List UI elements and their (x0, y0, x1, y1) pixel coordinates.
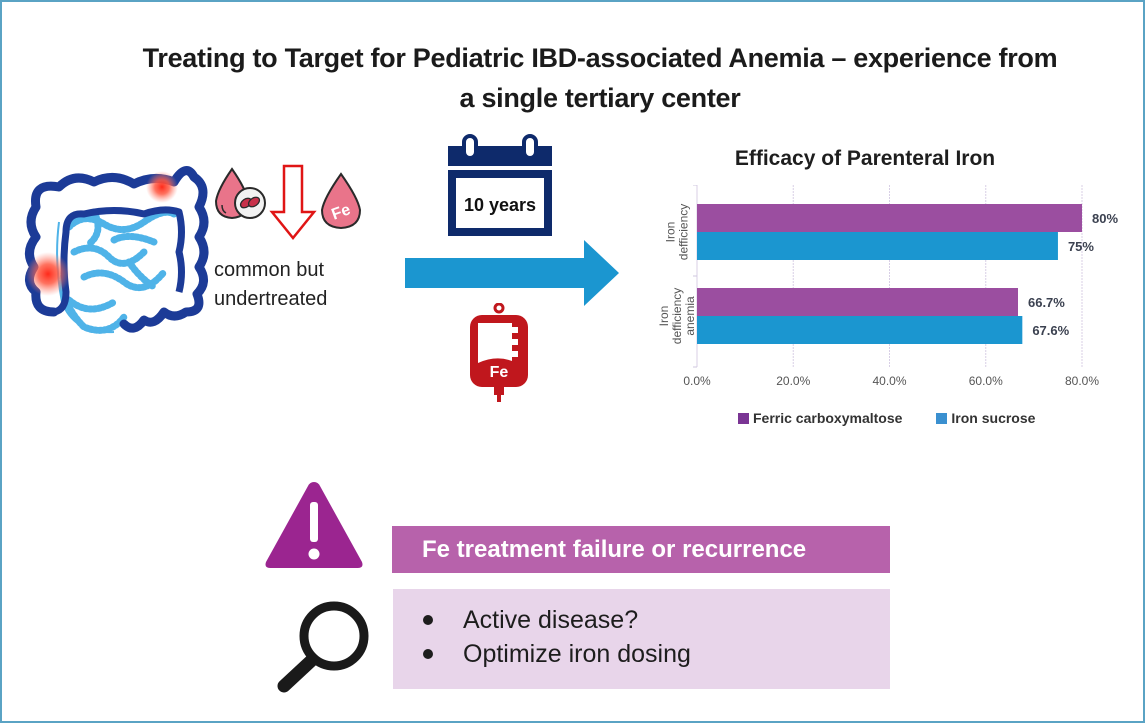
category-label-line: defficiency (677, 204, 691, 260)
checklist-item: Optimize iron dosing (423, 637, 890, 671)
data-label: 80% (1092, 211, 1118, 226)
category-label-line: anemia (683, 296, 697, 336)
title-line-2: a single tertiary center (459, 83, 741, 113)
legend-label-sucrose: Iron sucrose (951, 410, 1036, 426)
x-tick-label: 20.0% (776, 374, 810, 388)
category-label-line: defficiency (670, 288, 684, 344)
legend-item-sucrose: Iron sucrose (936, 410, 1035, 426)
legend-item-fcm: Ferric carboxymaltose (738, 410, 902, 426)
category-label-line: Iron (664, 222, 678, 243)
legend-label-fcm: Ferric carboxymaltose (753, 410, 903, 426)
chart-title: Efficacy of Parenteral Iron (734, 147, 996, 170)
data-label: 66.7% (1028, 295, 1065, 310)
bar-fcm (697, 288, 1018, 316)
legend-swatch-sucrose (936, 412, 948, 424)
caption-line-1: common but (214, 259, 325, 281)
data-label: 75% (1068, 239, 1094, 254)
bullet-icon (423, 649, 433, 659)
magnifier-icon (277, 601, 369, 693)
x-tick-label: 60.0% (969, 374, 1003, 388)
category-label-line: Iron (657, 306, 671, 327)
bar-sucrose (697, 316, 1023, 344)
warning-icon (265, 482, 363, 568)
data-label: 67.6% (1032, 323, 1069, 338)
checklist-box: Active disease? Optimize iron dosing (393, 589, 890, 689)
caption-line-2: undertreated (214, 288, 328, 310)
intestine-inflammation-icon (25, 166, 209, 334)
flow-arrow-icon (405, 240, 619, 306)
down-arrow-icon (269, 164, 317, 240)
page-title: Treating to Target for Pediatric IBD-ass… (60, 38, 1140, 118)
iron-drop-label: Fe (329, 201, 352, 223)
iron-drop-icon: Fe (320, 172, 362, 230)
chart-legend: Ferric carboxymaltose Iron sucrose (738, 410, 1035, 426)
category-label: Iron defficiency (664, 204, 691, 260)
x-tick-label: 40.0% (872, 374, 906, 388)
iv-bag-label: Fe (490, 364, 509, 381)
bar-sucrose (697, 232, 1058, 260)
caption: common but undertreated (214, 256, 327, 314)
x-tick-label: 80.0% (1065, 374, 1099, 388)
checklist-item-text: Active disease? (463, 606, 639, 634)
title-line-1: Treating to Target for Pediatric IBD-ass… (142, 43, 1058, 73)
checklist-item: Active disease? (423, 603, 890, 637)
checklist-item-text: Optimize iron dosing (463, 640, 691, 668)
warning-banner: Fe treatment failure or recurrence (392, 526, 890, 573)
category-label: Iron defficiency anemia (657, 288, 697, 344)
iv-bag-icon: Fe (470, 303, 528, 402)
bar-fcm (697, 204, 1082, 232)
calendar-icon: 10 years (448, 134, 552, 236)
calendar-label: 10 years (464, 195, 536, 215)
legend-swatch-fcm (738, 412, 749, 424)
x-tick-label: 0.0% (683, 374, 711, 388)
bullet-icon (423, 615, 433, 625)
blood-drop-rbc-icon (214, 167, 266, 220)
